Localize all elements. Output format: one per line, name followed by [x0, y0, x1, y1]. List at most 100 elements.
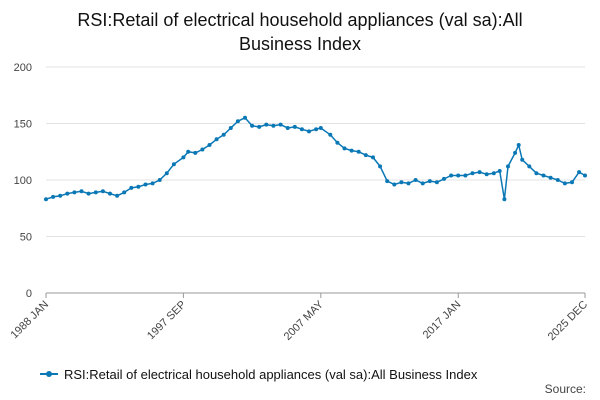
x-tick-label: 2017 JAN: [421, 299, 464, 342]
data-point[interactable]: [534, 171, 539, 176]
data-point[interactable]: [136, 184, 141, 189]
data-point[interactable]: [214, 137, 219, 142]
data-point[interactable]: [371, 155, 375, 160]
data-point[interactable]: [115, 193, 120, 198]
data-point[interactable]: [449, 173, 454, 178]
data-point[interactable]: [314, 127, 319, 132]
data-point[interactable]: [406, 181, 411, 186]
data-point[interactable]: [228, 126, 233, 130]
data-point[interactable]: [51, 194, 56, 199]
data-point[interactable]: [307, 129, 311, 134]
data-point[interactable]: [477, 170, 482, 175]
data-point[interactable]: [318, 126, 323, 130]
data-point[interactable]: [150, 181, 155, 186]
data-point[interactable]: [108, 191, 112, 196]
data-point[interactable]: [470, 171, 475, 176]
x-tick-label: 1988 JAN: [8, 299, 51, 342]
data-point[interactable]: [442, 176, 446, 181]
y-tick-label: 0: [26, 288, 32, 300]
data-point[interactable]: [527, 164, 532, 169]
legend-label: RSI:Retail of electrical household appli…: [64, 366, 478, 382]
data-point[interactable]: [278, 122, 283, 127]
data-point[interactable]: [491, 171, 496, 176]
data-point[interactable]: [506, 164, 510, 169]
y-tick-label: 50: [20, 232, 32, 244]
data-point[interactable]: [72, 190, 77, 195]
legend[interactable]: RSI:Retail of electrical household appli…: [40, 364, 477, 384]
source-label: Source:: [544, 382, 586, 396]
y-tick-label: 100: [14, 175, 32, 187]
data-point[interactable]: [86, 191, 91, 196]
data-point[interactable]: [299, 127, 304, 132]
legend-line-marker-icon: [40, 371, 58, 377]
data-point[interactable]: [548, 175, 553, 180]
data-point[interactable]: [583, 173, 587, 178]
data-point[interactable]: [264, 122, 269, 127]
x-tick-label: 1997 SEP: [145, 299, 189, 343]
x-axis-ticks: [45, 293, 586, 298]
data-point[interactable]: [235, 119, 240, 124]
data-point[interactable]: [186, 149, 191, 154]
data-point[interactable]: [392, 182, 397, 187]
data-point[interactable]: [570, 180, 574, 185]
data-point[interactable]: [207, 143, 212, 147]
series-group: [44, 115, 587, 202]
data-point[interactable]: [541, 173, 546, 178]
data-point[interactable]: [171, 162, 176, 167]
data-point[interactable]: [399, 180, 404, 185]
data-point[interactable]: [143, 182, 148, 187]
data-point[interactable]: [257, 124, 262, 129]
data-point[interactable]: [356, 149, 361, 154]
data-point[interactable]: [513, 150, 518, 155]
data-point[interactable]: [292, 124, 297, 129]
data-point[interactable]: [200, 147, 205, 152]
data-point[interactable]: [456, 173, 461, 178]
data-point[interactable]: [502, 197, 507, 202]
data-point[interactable]: [363, 153, 368, 158]
data-point[interactable]: [243, 115, 247, 120]
data-point[interactable]: [193, 150, 198, 155]
data-point[interactable]: [221, 132, 226, 137]
data-point[interactable]: [44, 197, 48, 202]
y-axis-tick-labels: 0 50 100 150 200: [14, 62, 32, 300]
data-point[interactable]: [164, 171, 169, 176]
chart-title-line-1: RSI:Retail of electrical household appli…: [77, 10, 523, 30]
data-point[interactable]: [181, 155, 186, 160]
data-point[interactable]: [385, 179, 390, 184]
y-gridlines: [46, 66, 585, 237]
data-point[interactable]: [434, 180, 439, 185]
data-point[interactable]: [413, 178, 418, 182]
x-axis-tick-labels: 1988 JAN 1997 SEP 2007 MAY 2017 JAN 2025 DEC: [8, 298, 590, 343]
data-point[interactable]: [335, 140, 340, 145]
data-point[interactable]: [93, 190, 98, 195]
data-point[interactable]: [328, 132, 333, 137]
data-point[interactable]: [65, 191, 70, 196]
data-point[interactable]: [79, 189, 84, 194]
data-point[interactable]: [427, 179, 432, 184]
data-point[interactable]: [378, 164, 383, 169]
data-point[interactable]: [497, 169, 502, 173]
data-point[interactable]: [100, 189, 105, 194]
x-tick-label: 2007 MAY: [282, 298, 327, 343]
y-tick-label: 150: [14, 119, 32, 131]
y-tick-label: 200: [14, 62, 32, 74]
data-point[interactable]: [157, 178, 162, 182]
data-point[interactable]: [562, 181, 567, 186]
data-point[interactable]: [122, 190, 127, 195]
data-point[interactable]: [484, 172, 489, 177]
data-point[interactable]: [129, 185, 134, 190]
data-point[interactable]: [420, 181, 425, 186]
data-point[interactable]: [58, 193, 63, 198]
data-point[interactable]: [520, 157, 525, 162]
data-point[interactable]: [285, 126, 290, 130]
data-point[interactable]: [555, 178, 560, 182]
data-point[interactable]: [577, 170, 582, 175]
data-point[interactable]: [271, 123, 276, 128]
data-point[interactable]: [342, 146, 347, 151]
data-point[interactable]: [349, 148, 354, 153]
data-point[interactable]: [250, 123, 255, 128]
chart-title-line-2: Business Index: [238, 34, 362, 54]
data-point[interactable]: [463, 173, 468, 178]
data-point[interactable]: [516, 143, 521, 147]
